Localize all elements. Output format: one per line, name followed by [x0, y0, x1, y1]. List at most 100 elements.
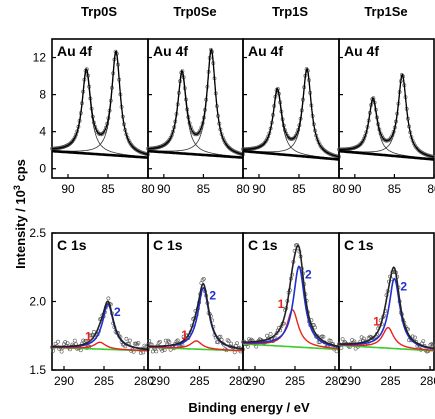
x-tick-label: 290 — [245, 374, 265, 388]
component-peak-2 — [147, 51, 244, 156]
data-point — [350, 338, 355, 342]
data-point — [132, 341, 137, 346]
panel-label: Au 4f — [153, 43, 188, 59]
component-peak-2 — [52, 53, 149, 156]
component-1-line — [339, 327, 435, 352]
component-1-line — [52, 341, 148, 352]
data-point — [319, 144, 323, 149]
data-point — [51, 348, 56, 353]
data-point — [327, 338, 332, 343]
data-point — [106, 296, 111, 301]
component-2-label: 2 — [400, 280, 407, 294]
data-point — [92, 329, 96, 334]
data-point — [56, 339, 60, 344]
x-tick-label: 290 — [54, 374, 74, 388]
x-tick-label: 285 — [285, 374, 305, 388]
fit-envelope — [339, 73, 435, 158]
data-point — [95, 130, 100, 135]
fit-envelope — [52, 300, 148, 351]
y-tick-label: 0 — [39, 162, 46, 176]
component-peak-2 — [243, 70, 340, 158]
x-tick-label: 80 — [332, 182, 346, 196]
data-point — [322, 148, 327, 153]
data-point — [157, 339, 162, 344]
x-tick-label: 90 — [157, 182, 171, 196]
data-point — [181, 334, 186, 339]
background-line — [147, 149, 243, 159]
data-point — [366, 335, 371, 340]
x-tick-label: 85 — [388, 182, 402, 196]
background-line — [51, 149, 148, 159]
panel-c1s-2: 1 2 C 1s 290 285 280 — [241, 232, 345, 388]
data-point — [268, 331, 273, 336]
data-point — [265, 333, 269, 338]
y-tick-label: 12 — [33, 51, 47, 65]
fit-envelope — [242, 67, 340, 158]
x-tick-label: 290 — [150, 374, 170, 388]
fit-envelope — [147, 48, 244, 156]
component-1-label: 1 — [373, 315, 380, 329]
panel-label: C 1s — [153, 237, 183, 253]
data-point — [340, 337, 345, 342]
x-tick-label: 290 — [341, 374, 361, 388]
data-point — [428, 342, 433, 347]
data-point — [323, 149, 328, 154]
panel-label: Au 4f — [57, 43, 92, 59]
panel-frame — [338, 38, 435, 179]
x-tick-label: 280 — [229, 374, 249, 388]
panel-frame — [242, 232, 340, 371]
data-point — [88, 333, 93, 338]
x-tick-label: 280 — [420, 374, 435, 388]
data-point — [147, 338, 152, 343]
data-point — [227, 146, 232, 151]
x-tick-label: 280 — [134, 374, 154, 388]
data-point — [191, 130, 196, 135]
data-point — [413, 143, 417, 148]
data-point — [59, 349, 64, 354]
data-point — [81, 338, 86, 343]
x-tick-label: 285 — [94, 374, 114, 388]
background-line — [243, 343, 339, 351]
data-point — [163, 338, 168, 343]
data-point — [353, 346, 358, 351]
component-2-line — [243, 265, 340, 348]
fit-envelope — [339, 266, 435, 350]
y-tick-label: 4 — [39, 125, 46, 139]
y-axis-label: Intensity / 103 cps — [12, 159, 28, 269]
fit-envelope — [243, 244, 340, 348]
data-point — [274, 331, 279, 336]
data-point — [128, 338, 132, 343]
panel-au4f-1: Au 4f 90 85 80 — [146, 38, 250, 196]
component-2-label: 2 — [305, 267, 312, 281]
data-point — [175, 338, 180, 343]
y-tick-label: 1.5 — [29, 363, 46, 377]
data-point — [101, 130, 106, 135]
x-tick-label: 85 — [197, 182, 211, 196]
data-point — [418, 150, 423, 154]
x-tick-label: 80 — [236, 182, 250, 196]
panel-au4f-2: Au 4f 90 85 80 — [241, 38, 346, 196]
data-point — [417, 149, 422, 154]
x-tick-label: 285 — [380, 374, 400, 388]
column-label-trp0s: Trp0S — [81, 4, 117, 19]
data-point — [214, 340, 219, 345]
x-tick-label: 90 — [252, 182, 266, 196]
panel-c1s-0: 1 2 C 1s 290 285 280 1.5 2.0 2.5 — [29, 226, 154, 388]
data-point — [247, 337, 251, 342]
data-point — [150, 349, 155, 354]
panel-label: C 1s — [57, 237, 87, 253]
data-point — [380, 136, 385, 141]
x-tick-label: 80 — [427, 182, 435, 196]
y-tick-label: 8 — [39, 88, 46, 102]
data-point — [142, 343, 147, 348]
data-point — [53, 341, 58, 346]
panel-au4f-3: Au 4f 90 85 80 — [337, 38, 435, 196]
data-point — [430, 343, 435, 348]
x-tick-label: 280 — [325, 374, 345, 388]
x-axis-label: Binding energy / eV — [188, 400, 310, 415]
fit-envelope — [148, 282, 244, 350]
component-2-line — [339, 277, 435, 350]
x-tick-label: 85 — [292, 182, 306, 196]
component-2-line — [148, 286, 244, 350]
